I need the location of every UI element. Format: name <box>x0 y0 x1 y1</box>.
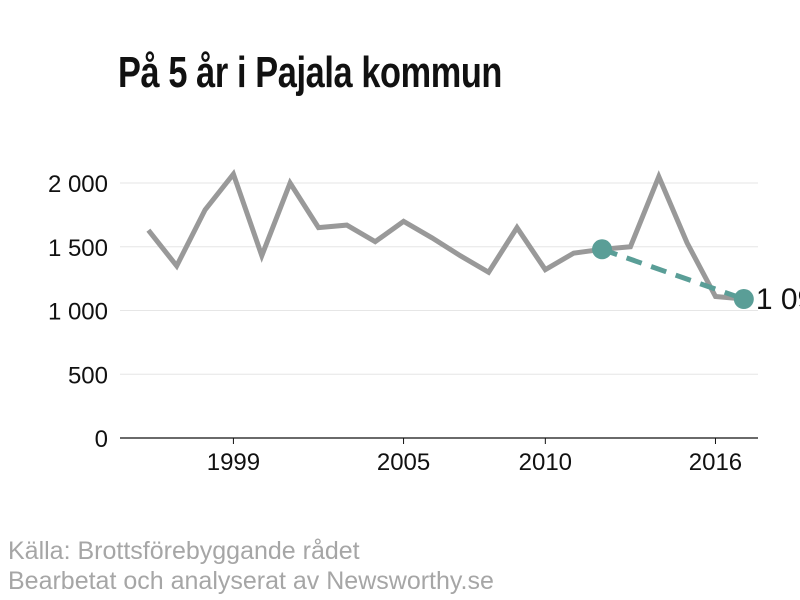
chart-title: På 5 år i Pajala kommun <box>118 48 502 97</box>
trend-line <box>601 246 745 302</box>
x-tick-label: 1999 <box>207 449 260 476</box>
source-line-2: Bearbetat och analyserat av Newsworthy.s… <box>8 567 494 595</box>
gridlines <box>120 182 758 375</box>
series-line <box>146 168 745 302</box>
trend <box>592 239 754 310</box>
source-note: Källa: Brottsförebyggande rådet Bearbeta… <box>8 536 494 596</box>
x-tick-label: 2005 <box>377 449 430 476</box>
source-line-1: Källa: Brottsförebyggande rådet <box>8 537 360 565</box>
trend-end-point <box>733 289 754 310</box>
x-tick-label: 2016 <box>689 449 742 476</box>
axes: 0 500 1 000 1 500 2 000 1999 2005 2010 2016 <box>48 171 758 476</box>
y-tick-label: 0 <box>95 426 108 453</box>
y-tick-label: 1 500 <box>48 235 108 262</box>
x-tick-label: 2010 <box>519 449 572 476</box>
y-tick-label: 1 000 <box>48 299 108 326</box>
series <box>146 168 745 302</box>
y-tick-label: 2 000 <box>48 171 108 198</box>
trend-start-point <box>592 239 613 260</box>
y-tick-label: 500 <box>68 362 108 389</box>
end-value-label: 1 09 <box>756 283 800 316</box>
